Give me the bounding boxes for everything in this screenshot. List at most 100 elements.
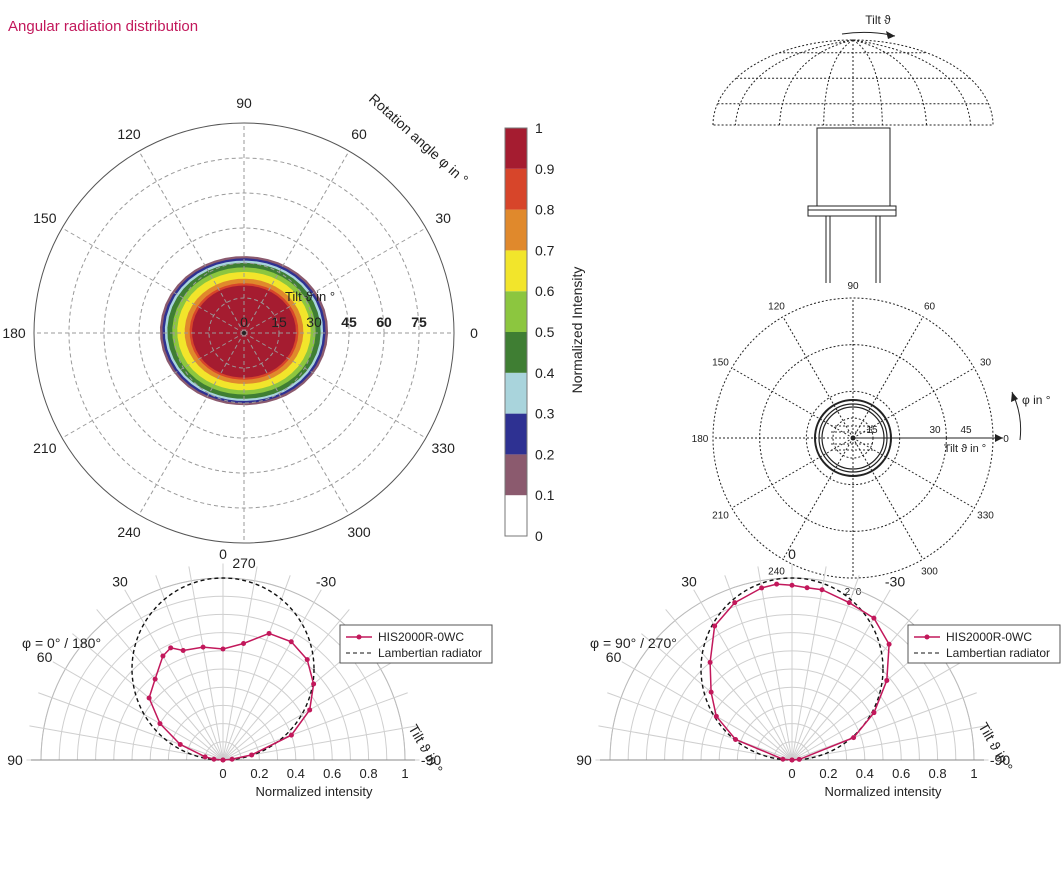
dome-meridian [852, 39, 972, 126]
series-point [160, 653, 166, 659]
colorbar-segment [505, 495, 527, 536]
radial-tick-label: 1 [970, 766, 977, 781]
rotation-spoke [243, 332, 427, 439]
series-point [796, 756, 802, 762]
series-point [177, 741, 183, 747]
series-point [311, 681, 317, 687]
diagram-rotation-label: 180 [692, 434, 709, 445]
rotation-spoke [243, 332, 350, 516]
radial-tick-label: 0.8 [360, 766, 378, 781]
colorbar: 0 0.1 0.2 0.3 0.4 0.5 0.6 0.7 0.8 0.9 1 Normalized … [504, 120, 585, 544]
colorbar-frame [504, 127, 528, 537]
angle-grid-spoke [791, 661, 963, 761]
series-point [288, 639, 294, 645]
rotation-axis-label: Rotation angle φ in ° [366, 90, 471, 187]
angle-grid-spoke [38, 692, 224, 761]
rotation-tick-label: 330 [432, 440, 456, 456]
diagram-tilt-axis-label: Tilt ϑ in ° [944, 443, 986, 455]
radial-tick-label: 1 [401, 766, 408, 781]
series-point [733, 736, 739, 742]
legend-label: HIS2000R-0WC [946, 630, 1032, 644]
diagram-rotation-label: 150 [712, 358, 729, 369]
radial-tick-label: 0.2 [250, 766, 268, 781]
rotation-spoke [138, 150, 245, 334]
colorbar-tick-label: 0.5 [535, 324, 555, 340]
series-point [288, 732, 294, 738]
tilt-axis-label: Tilt ϑ in ° [285, 289, 335, 304]
sensor-body [816, 127, 891, 207]
series-point [851, 735, 857, 741]
colorbar-tick-label: 0.6 [535, 283, 555, 299]
rotation-tick-label: 210 [33, 440, 57, 456]
angle-tick-label: 0 [219, 546, 227, 562]
radial-tick-label: 0.4 [287, 766, 305, 781]
legend-swatch-marker [924, 634, 930, 640]
series-point [732, 600, 738, 606]
series-point [707, 659, 713, 665]
radial-tick-label: 0 [788, 766, 795, 781]
angle-grid-spoke [222, 575, 291, 761]
series-point [819, 587, 825, 593]
rotation-spoke [243, 150, 350, 334]
tilt-tick-label: 30 [306, 314, 322, 330]
tilt-label: Tilt ϑ [865, 13, 891, 27]
angle-grid-spoke [693, 589, 793, 761]
colorbar-label: Normalized Intensity [569, 267, 585, 394]
angle-tick-label: -90 [990, 752, 1010, 768]
rotation-tick-label: 30 [435, 210, 451, 226]
colorbar-tick-label: 0.4 [535, 365, 555, 381]
diagram-tilt-tick: 30 [929, 425, 941, 436]
colorbar-tick-label: 0.2 [535, 446, 555, 462]
diagram-rotation-axis-label: φ in ° [1022, 393, 1051, 407]
semi-polar-chart-phi90: 9060300-30-60-9000.20.40.60.81Normalized… [576, 546, 1061, 799]
series-point [886, 641, 892, 647]
page-title: Angular radiation distribution [8, 18, 199, 35]
angle-grid-spoke [222, 589, 322, 761]
tilt-tick-label: 0 [240, 314, 248, 330]
angle-tick-label: -90 [421, 752, 441, 768]
colorbar-tick-label: 1 [535, 120, 543, 136]
rotation-spoke [61, 332, 245, 439]
radial-tick-label: 0.2 [819, 766, 837, 781]
angle-axis-label: Tilt ϑ in ° [405, 722, 446, 777]
diagram-spoke [852, 367, 975, 439]
series-point [146, 695, 152, 701]
colorbar-segment [505, 128, 527, 169]
angle-grid-spoke [757, 566, 793, 761]
center-dot [242, 331, 246, 335]
colorbar-segment [505, 291, 527, 332]
diagram-spoke [852, 437, 924, 560]
rotation-spoke [243, 227, 427, 334]
legend-label: Lambertian radiator [946, 646, 1050, 660]
rotation-tick-label: 90 [236, 95, 252, 111]
tilt-tick-label: 75 [411, 314, 427, 330]
legend-label: Lambertian radiator [378, 646, 482, 660]
legend-box [339, 624, 493, 664]
rotation-arrow-head [1011, 392, 1018, 402]
series-line [148, 632, 315, 761]
colorbar-segment [505, 168, 527, 210]
angle-grid-spoke [724, 575, 793, 761]
diagram-rotation-label: 240 [768, 567, 785, 578]
legend-swatch-marker [356, 634, 362, 640]
colorbar-segment [505, 209, 527, 251]
diagram-spoke [731, 367, 854, 439]
diagram-rotation-label: 300 [921, 567, 938, 578]
series-point [712, 623, 718, 629]
colorbar-tick-label: 0.9 [535, 161, 555, 177]
angle-grid-spoke [791, 609, 919, 761]
rotation-tick-label: 300 [347, 524, 371, 540]
angle-grid-spoke [96, 609, 224, 761]
diagram-rotation-label: 90 [847, 281, 859, 292]
series-point [804, 585, 810, 591]
diagram-rotation-label: 60 [924, 301, 936, 312]
x-axis-label: Normalized intensity [824, 784, 942, 799]
angle-grid-spoke [222, 725, 417, 761]
series-point [168, 645, 174, 651]
angle-grid-spoke [665, 609, 793, 761]
series-point [220, 646, 226, 652]
series-point [759, 585, 765, 591]
diagram-rotation-label: 30 [980, 358, 992, 369]
radial-tick-label: 0.6 [892, 766, 910, 781]
